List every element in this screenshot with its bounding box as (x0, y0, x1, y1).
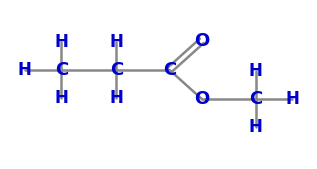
Text: H: H (109, 89, 123, 107)
Text: C: C (110, 61, 123, 79)
Text: C: C (249, 90, 262, 108)
Text: H: H (249, 62, 262, 80)
Text: H: H (55, 89, 68, 107)
Text: C: C (55, 61, 68, 79)
Text: C: C (163, 61, 176, 79)
Text: H: H (286, 90, 299, 108)
Text: O: O (194, 90, 210, 108)
Text: H: H (18, 61, 31, 79)
Text: H: H (249, 118, 262, 136)
Text: H: H (109, 33, 123, 51)
Text: O: O (194, 32, 210, 50)
Text: H: H (55, 33, 68, 51)
